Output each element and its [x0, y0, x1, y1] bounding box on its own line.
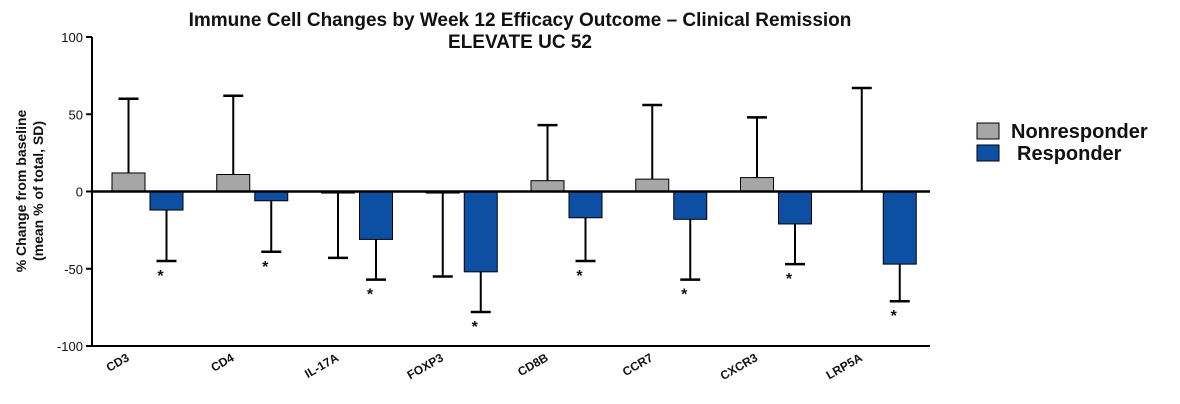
- bar: [568, 191, 603, 219]
- bar: [463, 191, 498, 273]
- annotation: *: [262, 259, 269, 276]
- bar: [778, 191, 812, 225]
- bar: [149, 191, 184, 211]
- x-tick-label: FOXP3: [405, 350, 446, 382]
- x-tick-label: CD8B: [515, 350, 551, 379]
- annotation: *: [891, 308, 898, 325]
- x-tick-label: CCR7: [620, 350, 656, 379]
- y-axis-label: % Change from baseline: [13, 109, 29, 272]
- annotation: *: [786, 271, 793, 288]
- chart-title: Immune Cell Changes by Week 12 Efficacy …: [189, 10, 852, 31]
- x-tick-label: CXCR3: [718, 350, 761, 383]
- y-tick-label: 50: [69, 107, 83, 122]
- bar: [882, 191, 917, 265]
- annotation: *: [367, 287, 374, 304]
- bar: [635, 178, 670, 192]
- x-tick-label: CD3: [104, 350, 132, 374]
- legend-label: Responder: [1017, 143, 1122, 165]
- chart-subtitle: ELEVATE UC 52: [448, 32, 592, 53]
- y-tick-label: -50: [64, 262, 83, 277]
- legend-label: Nonresponder: [1011, 121, 1148, 143]
- x-tick-label: CD4: [208, 350, 236, 374]
- bar: [530, 180, 565, 192]
- legend-swatch: [976, 122, 1000, 140]
- bar: [254, 191, 289, 202]
- x-tick-label: LRP5A: [824, 350, 865, 382]
- legend-swatch: [976, 144, 1000, 162]
- bar: [111, 172, 146, 193]
- annotation: *: [681, 287, 688, 304]
- y-tick-label: 0: [76, 185, 83, 200]
- annotation: *: [576, 268, 583, 285]
- y-axis-label: (mean % of total, SD): [30, 121, 46, 261]
- y-tick-label: -100: [57, 339, 83, 354]
- annotation: *: [157, 268, 164, 285]
- y-tick-label: 100: [61, 30, 83, 45]
- bar: [740, 177, 774, 193]
- bar: [673, 191, 708, 220]
- bar: [216, 174, 251, 193]
- x-tick-label: IL-17A: [302, 350, 341, 381]
- annotation: *: [472, 319, 479, 336]
- bar: [359, 191, 393, 240]
